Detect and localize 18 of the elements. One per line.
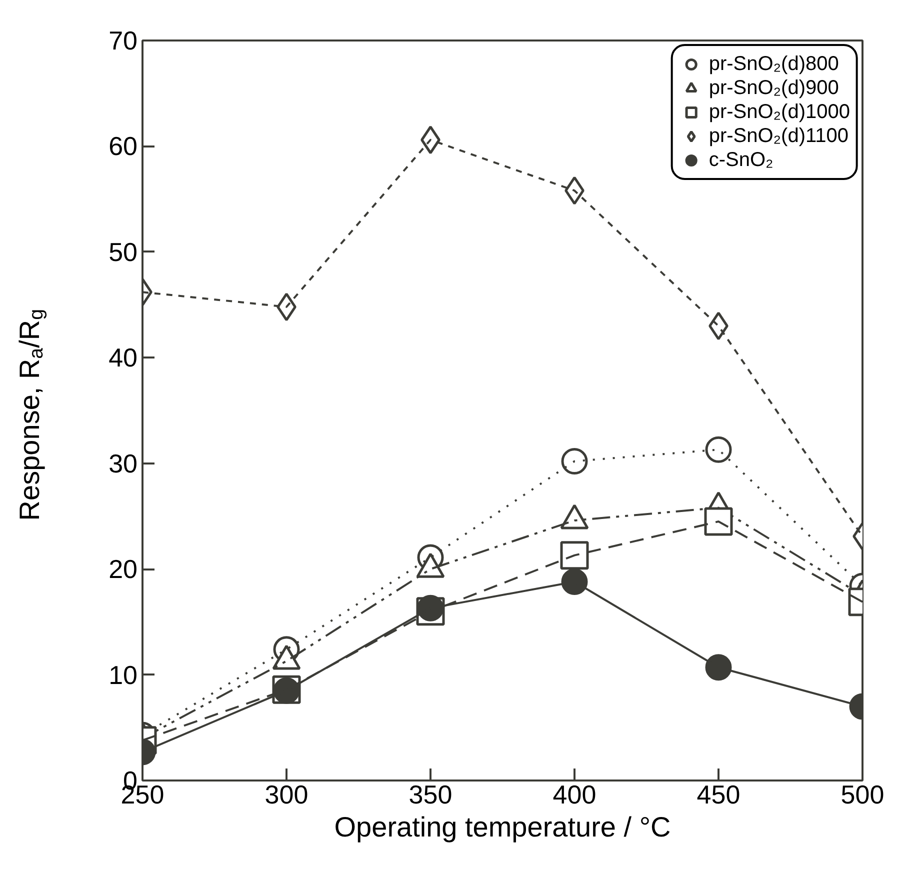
y-tick-label: 20	[108, 554, 138, 584]
legend-label: pr-SnO₂(d)1000	[708, 100, 850, 124]
y-tick-label: 30	[108, 448, 138, 478]
y-tick-label: 40	[108, 342, 138, 373]
x-tick-label: 350	[408, 780, 452, 810]
x-tick-label: 450	[696, 780, 740, 810]
y-tick-label: 60	[108, 131, 138, 162]
x-tick-label: 500	[840, 780, 884, 810]
x-tick-label: 300	[264, 780, 308, 810]
legend-label: c-SnO₂	[708, 148, 774, 172]
y-tick-label: 70	[108, 26, 138, 56]
legend-label: pr-SnO₂(d)800	[708, 52, 839, 76]
legend-label: pr-SnO₂(d)900	[708, 76, 839, 100]
legend-label: pr-SnO₂(d)1100	[708, 124, 849, 148]
x-axis-title: Operating temperature / °C	[334, 812, 671, 842]
x-tick-label: 400	[552, 780, 596, 810]
y-tick-label: 10	[108, 660, 138, 690]
y-tick-label: 50	[108, 236, 138, 267]
